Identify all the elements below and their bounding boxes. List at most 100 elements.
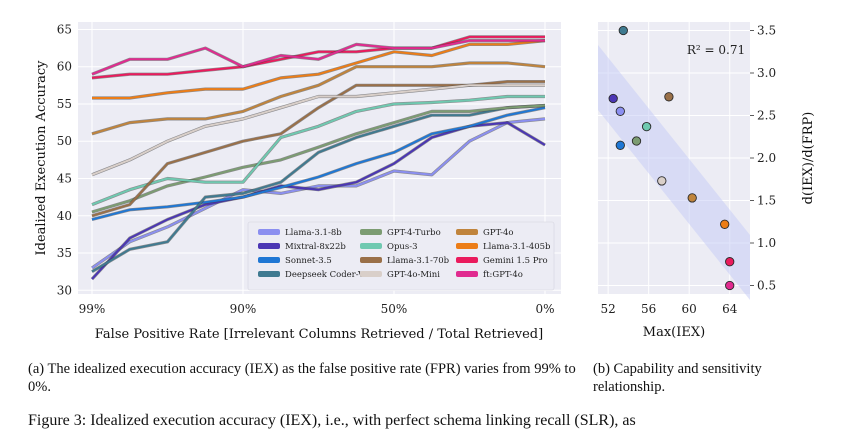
x-tick-label: 90% <box>230 302 257 316</box>
panel-a-series-lines <box>90 35 546 281</box>
scatter-point <box>720 219 730 229</box>
legend-swatch <box>258 229 280 235</box>
panel-a-x-ticks: 99% 90% 50% 0% <box>79 302 555 316</box>
scatter-point <box>631 136 642 146</box>
legend-item: Gemini 1.5 Pro <box>456 256 548 266</box>
panel-a-y-ticks: 30 35 40 45 50 55 60 65 <box>57 22 72 297</box>
scatter-point <box>618 25 628 36</box>
legend-swatch <box>456 271 478 277</box>
panel-b-x-axis-label: Max(IEX) <box>643 325 705 340</box>
legend-label: Opus-3 <box>387 242 418 252</box>
legend-label: Gemini 1.5 Pro <box>483 256 548 266</box>
y-tick-label: 1.0 <box>757 236 776 250</box>
scatter-point <box>664 92 674 102</box>
y-tick-label: 45 <box>57 171 72 185</box>
y-tick-label: 1.5 <box>757 194 776 208</box>
legend-label: Sonnet-3.5 <box>285 256 332 266</box>
scatter-point <box>608 93 618 104</box>
legend-label: Mixtral-8x22b <box>285 242 346 252</box>
scatter-point <box>615 106 625 116</box>
y-tick-label: 55 <box>57 97 72 111</box>
legend-swatch <box>360 243 382 249</box>
legend-label: Llama-3.1-405b <box>483 242 551 252</box>
y-tick-label: 3.0 <box>757 66 776 80</box>
y-tick-label: 65 <box>57 22 72 36</box>
y-tick-label: 30 <box>57 283 72 297</box>
legend-label: GPT-4o-Mini <box>387 270 440 280</box>
panel-a-x-axis-label: False Positive Rate [Irrelevant Columns … <box>95 327 543 342</box>
series-line-gpt-4o <box>91 62 546 135</box>
y-tick-label: 40 <box>57 209 72 223</box>
panel-a-y-axis-label: Idealized Execution Accuracy <box>34 60 49 256</box>
legend-swatch <box>258 271 280 277</box>
legend-swatch <box>456 243 478 249</box>
legend-item: Mixtral-8x22b <box>258 242 346 252</box>
series-line-sonnet-3-5 <box>91 106 546 221</box>
legend-swatch <box>360 257 382 263</box>
regression-confidence-band <box>598 45 750 300</box>
legend-swatch <box>456 257 478 263</box>
panel-b-scatter-chart: 0.5 1.0 1.5 2.0 2.5 3.0 3.5 52 56 60 64 R² = 0.71… <box>598 22 816 340</box>
legend-item: Llama-3.1-70b <box>360 256 450 266</box>
panel-b-y-ticks: 0.5 1.0 1.5 2.0 2.5 3.0 3.5 <box>750 24 776 293</box>
y-tick-label: 35 <box>57 246 72 260</box>
panel-b-x-ticks: 52 56 60 64 <box>600 302 737 316</box>
legend-label: Llama-3.1-8b <box>285 228 342 238</box>
series-line-deepseek-coder-v2 <box>91 104 546 273</box>
scatter-point <box>615 140 625 150</box>
legend-label: ft:GPT-4o <box>483 270 523 280</box>
series-line-gemini-1-5-pro <box>91 35 545 79</box>
y-tick-label: 60 <box>57 60 72 74</box>
y-tick-label: 3.5 <box>757 24 776 38</box>
x-tick-label: 50% <box>381 302 408 316</box>
x-tick-label: 0% <box>535 302 554 316</box>
legend-item: Llama-3.1-405b <box>456 242 551 252</box>
legend-item: Sonnet-3.5 <box>258 256 332 266</box>
legend-swatch <box>360 271 382 277</box>
series-line-gpt-4o-mini <box>91 84 545 176</box>
scatter-point <box>657 176 667 186</box>
series-line-opus-3 <box>91 95 545 206</box>
figure-caption: Figure 3: Idealized execution accuracy (… <box>28 412 636 429</box>
scatter-point <box>687 193 697 203</box>
scatter-point <box>725 280 735 291</box>
x-tick-label: 64 <box>722 302 738 316</box>
legend-item: Llama-3.1-8b <box>258 228 342 238</box>
legend-label: GPT-4-Turbo <box>387 228 441 238</box>
legend-item: Deepseek Coder-V2 <box>258 270 370 280</box>
legend-item: GPT-4o-Mini <box>360 270 440 280</box>
scatter-point <box>725 257 735 267</box>
series-line-gpt-4-turbo <box>91 104 546 213</box>
series-line-llama-3-1-8b <box>91 117 546 269</box>
legend-item: ft:GPT-4o <box>456 270 523 280</box>
figure-3: 30 35 40 45 50 55 60 65 99% 90% 50% 0% False Posit… <box>34 22 816 342</box>
x-tick-label: 60 <box>682 302 697 316</box>
caption-panel-a: (a) The idealized execution accuracy (IE… <box>28 361 576 395</box>
legend-swatch <box>456 229 478 235</box>
r-squared-annotation: R² = 0.71 <box>687 43 745 57</box>
series-line-ft-gpt-4o <box>91 39 545 76</box>
panel-b-y-axis-label: d(IEX)/d(FRP) <box>801 112 816 205</box>
panel-a-line-chart: 30 35 40 45 50 55 60 65 99% 90% 50% 0% False Posit… <box>34 22 561 342</box>
scatter-point <box>641 121 652 132</box>
x-tick-label: 52 <box>600 302 615 316</box>
y-tick-label: 0.5 <box>757 279 776 293</box>
x-tick-label: 56 <box>641 302 656 316</box>
series-line-llama-3-1-405b <box>92 39 546 99</box>
legend-swatch <box>258 257 280 263</box>
legend-label: Deepseek Coder-V2 <box>285 270 370 280</box>
caption-panel-b: (b) Capability and sensitivity relations… <box>593 361 762 395</box>
legend-item: GPT-4-Turbo <box>360 228 441 238</box>
panel-b-points <box>608 25 735 291</box>
legend-label: GPT-4o <box>483 228 513 238</box>
legend-item: Opus-3 <box>360 242 418 252</box>
y-tick-label: 2.5 <box>757 109 776 123</box>
y-tick-label: 2.0 <box>757 151 776 165</box>
legend-item: GPT-4o <box>456 228 513 238</box>
y-tick-label: 50 <box>57 134 72 148</box>
x-tick-label: 99% <box>79 302 106 316</box>
legend-swatch <box>360 229 382 235</box>
legend-label: Llama-3.1-70b <box>387 256 450 266</box>
legend-swatch <box>258 243 280 249</box>
panel-a-legend: Llama-3.1-8b Mixtral-8x22b Sonnet-3.5 Deeps… <box>247 221 555 291</box>
